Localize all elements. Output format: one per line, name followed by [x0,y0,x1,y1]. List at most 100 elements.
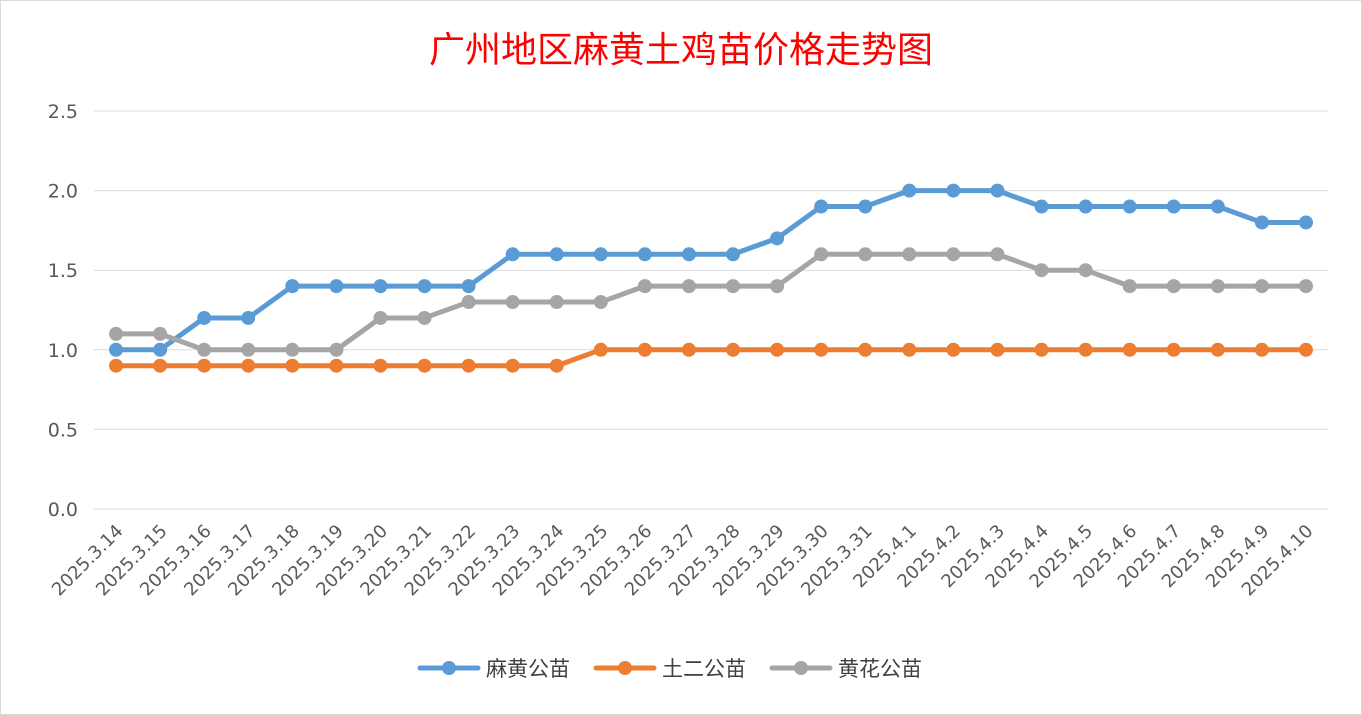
data-point [549,247,564,262]
data-point [1210,199,1225,214]
data-point [858,342,873,357]
data-point [153,342,168,357]
y-tick-label: 2.0 [48,181,78,203]
legend-item: 麻黄公苗 [417,657,570,681]
data-point [505,295,520,310]
data-point [153,326,168,341]
data-point [593,342,608,357]
data-point [814,342,829,357]
data-point [990,183,1005,198]
series-line [113,251,1309,353]
data-point [593,247,608,262]
data-point [417,358,432,373]
series-1 [109,183,1313,357]
data-point [1298,342,1313,357]
y-axis-ticks: 0.0 0.5 1.0 1.5 2.0 2.5 [48,101,78,521]
legend-item: 土二公苗 [593,657,746,681]
y-tick-label: 0.0 [48,499,78,521]
series-3 [109,247,1313,357]
data-point [1254,215,1269,230]
y-tick-label: 1.5 [48,260,78,282]
data-point [197,342,212,357]
data-point [1122,199,1137,214]
legend-swatch-marker [618,661,632,675]
data-point [814,199,829,214]
data-point [417,279,432,294]
data-point [285,279,300,294]
data-point [1122,342,1137,357]
data-point [726,342,741,357]
data-point [461,358,476,373]
data-point [285,342,300,357]
legend: 麻黄公苗 土二公苗 黄花公苗 [417,657,922,681]
data-point [285,358,300,373]
data-point [990,342,1005,357]
data-point [681,342,696,357]
legend-label: 黄花公苗 [838,657,922,681]
y-tick-label: 0.5 [48,419,78,441]
data-point [946,183,961,198]
data-point [1298,215,1313,230]
data-point [946,342,961,357]
data-point [241,342,256,357]
series-line [113,347,1309,369]
data-point [197,358,212,373]
data-point [505,247,520,262]
data-point [681,279,696,294]
data-point [1122,279,1137,294]
data-point [373,358,388,373]
data-point [1166,199,1181,214]
data-point [153,358,168,373]
legend-swatch-marker [794,661,808,675]
legend-item: 黄花公苗 [769,657,922,681]
series-2 [109,342,1313,373]
data-point [1166,342,1181,357]
legend-label: 土二公苗 [662,657,746,681]
data-point [637,342,652,357]
data-point [902,342,917,357]
data-point [417,310,432,325]
data-point [637,247,652,262]
data-point [373,279,388,294]
data-point [109,358,124,373]
data-point [461,279,476,294]
data-point [770,231,785,246]
data-point [1078,342,1093,357]
data-point [1034,199,1049,214]
legend-swatch-marker [442,661,456,675]
data-point [593,295,608,310]
data-point [373,310,388,325]
data-point [1166,279,1181,294]
data-point [1298,279,1313,294]
data-point [858,199,873,214]
data-point [109,326,124,341]
data-point [1210,342,1225,357]
legend-label: 麻黄公苗 [486,657,570,681]
data-point [1210,279,1225,294]
series-line [113,188,1309,353]
data-point [549,358,564,373]
data-point [902,183,917,198]
data-point [814,247,829,262]
data-point [770,342,785,357]
data-point [858,247,873,262]
data-point [637,279,652,294]
data-point [1078,263,1093,278]
data-point [770,279,785,294]
data-point [1034,342,1049,357]
y-tick-label: 2.5 [48,101,78,123]
data-point [197,310,212,325]
data-point [726,247,741,262]
data-point [726,279,741,294]
data-point [946,247,961,262]
data-point [461,295,476,310]
data-point [329,342,344,357]
data-point [241,310,256,325]
data-point [241,358,256,373]
series-lines [109,183,1313,373]
data-point [990,247,1005,262]
data-point [505,358,520,373]
